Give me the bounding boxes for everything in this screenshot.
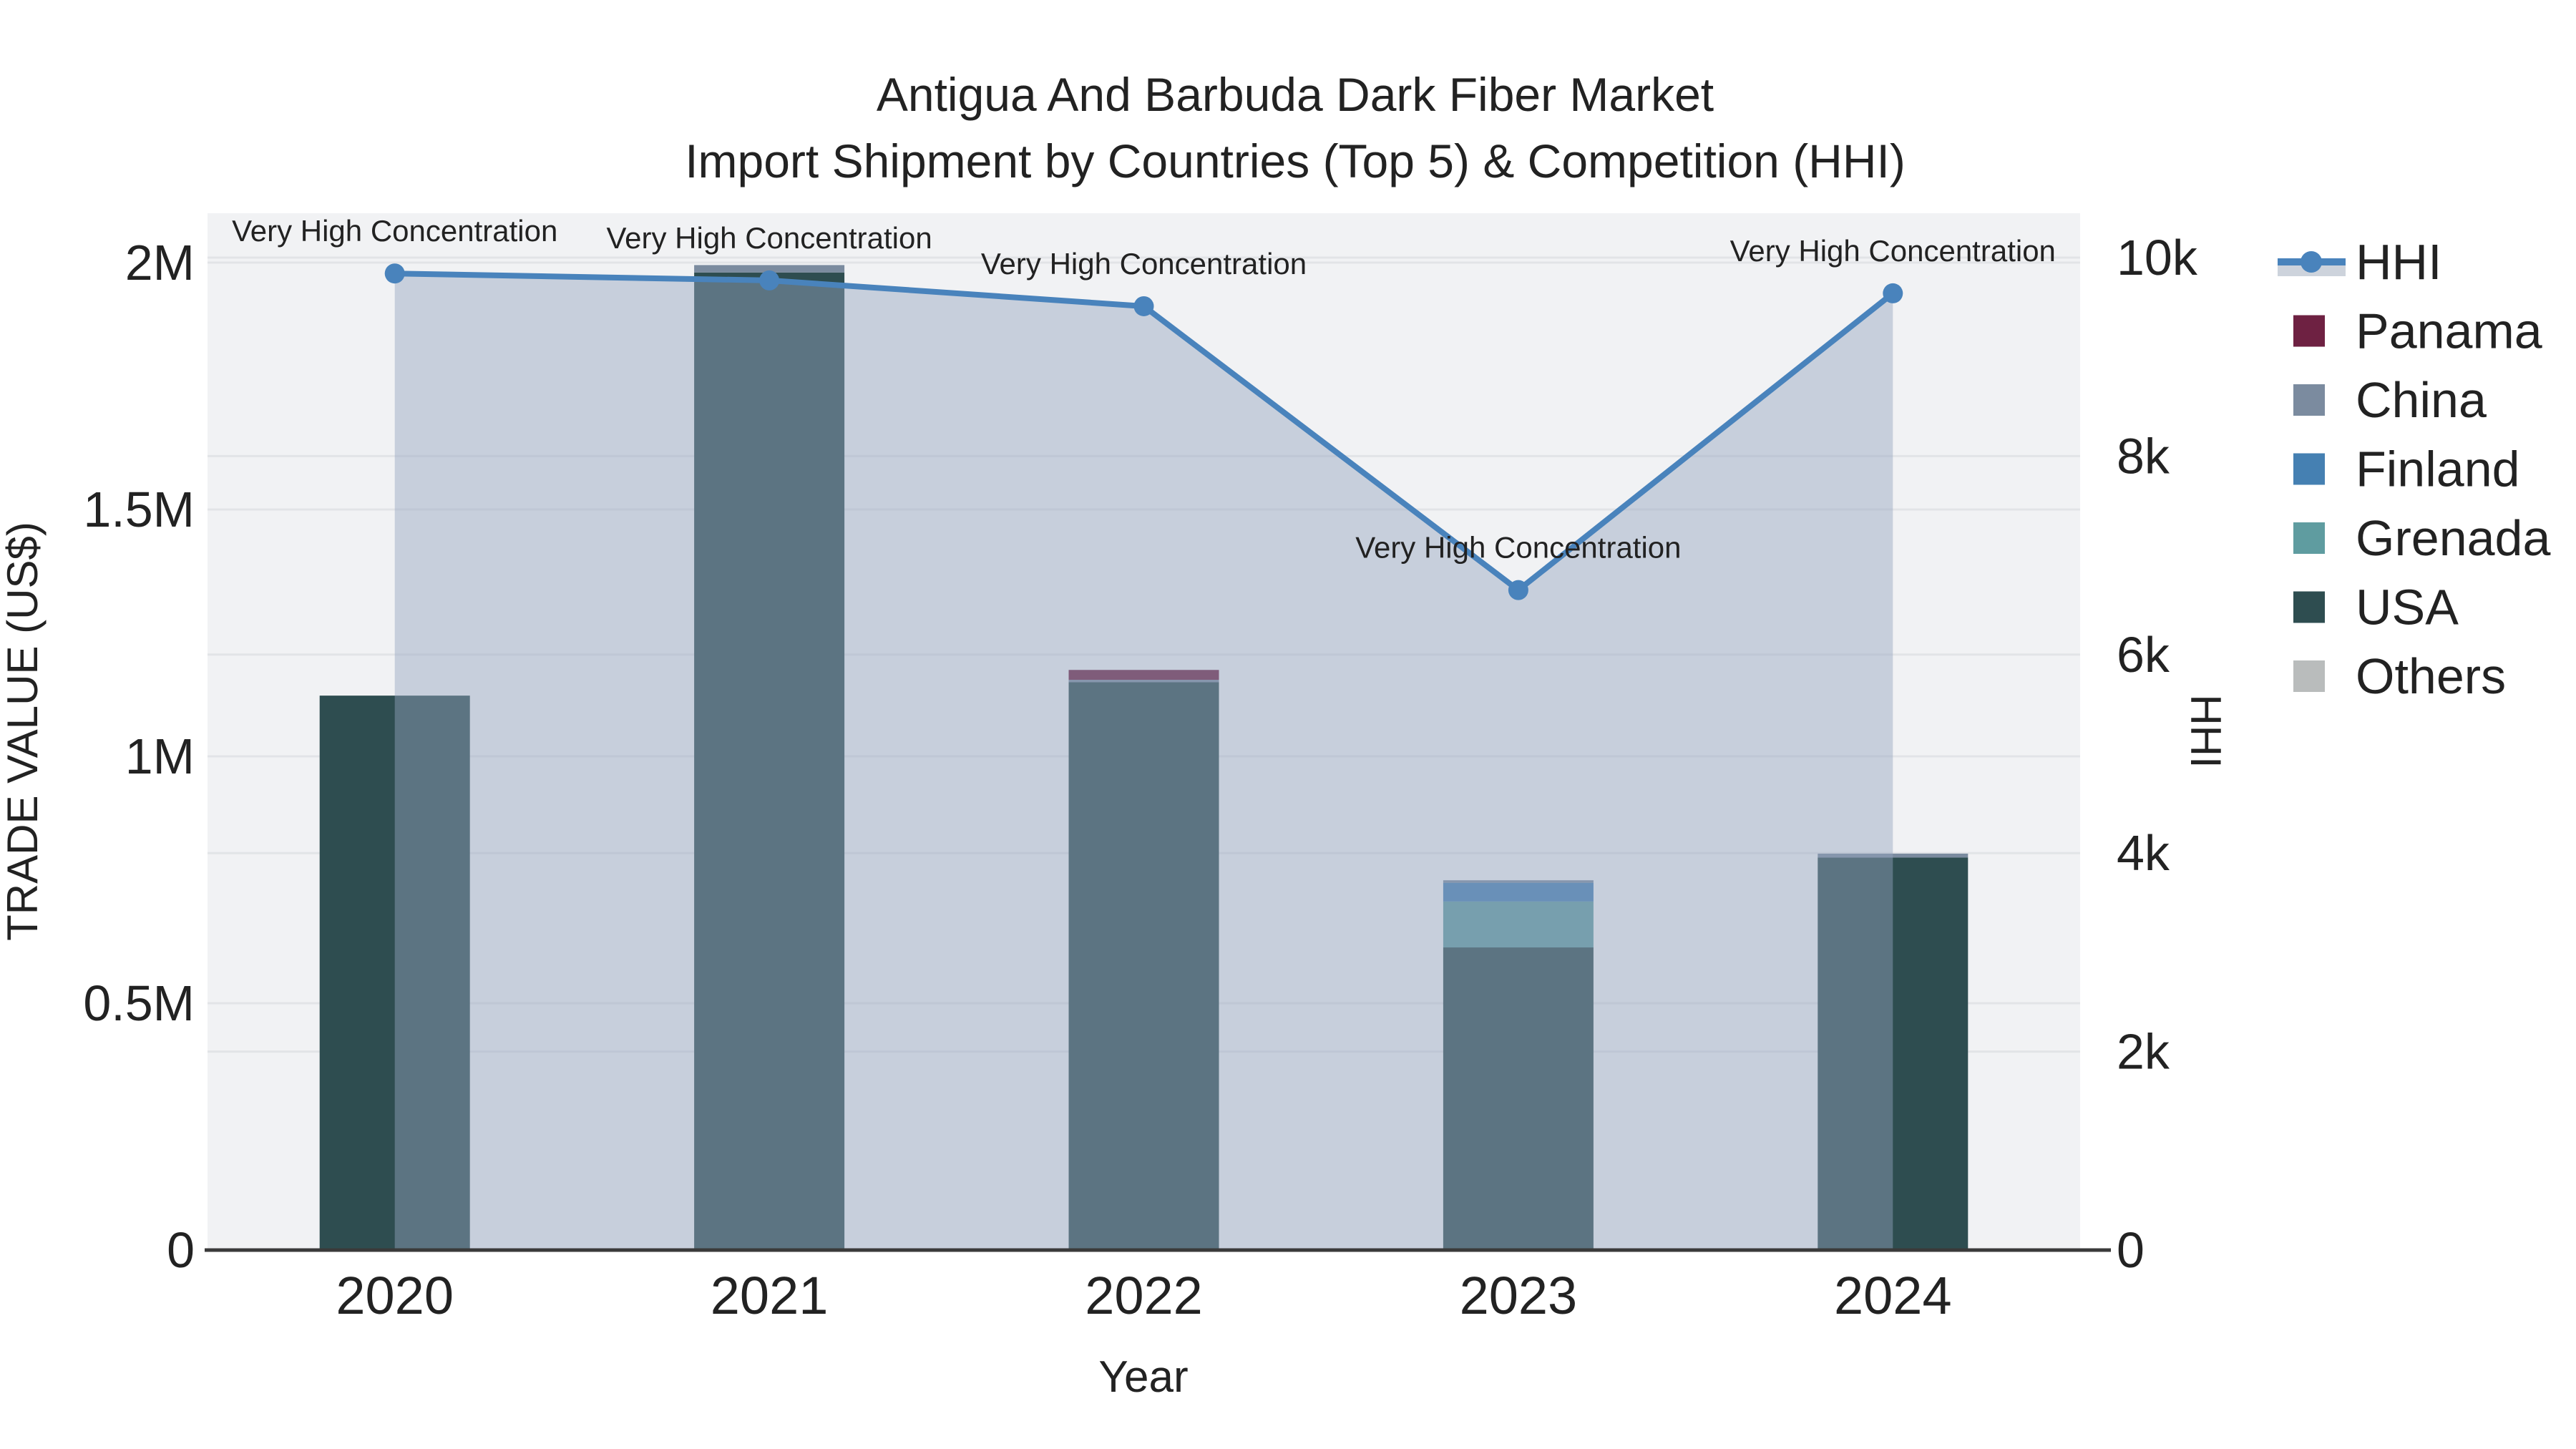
y-left-tick-label: 2M — [125, 235, 195, 291]
y-right-tick-label: 8k — [2117, 428, 2170, 484]
hhi-marker — [759, 270, 780, 291]
legend-swatch-china — [2293, 384, 2325, 416]
annotation-label: Very High Concentration — [606, 221, 932, 255]
hhi-marker — [1883, 283, 1903, 303]
bar-segment-usa — [1443, 947, 1594, 1250]
legend-swatch-panama — [2293, 315, 2325, 347]
y-right-tick-labels: 0 2k 4k 6k 8k 10k — [2117, 230, 2198, 1278]
y-right-tick-label: 0 — [2117, 1222, 2145, 1278]
y-right-tick-label: 6k — [2117, 627, 2170, 683]
legend-label: Others — [2356, 648, 2506, 704]
legend-label: Grenada — [2356, 510, 2550, 566]
legend-item-hhi[interactable]: HHI — [2278, 234, 2442, 290]
bar-segment-china — [1818, 853, 1968, 858]
legend-label: China — [2356, 372, 2487, 428]
bar-segment-china — [1443, 880, 1594, 883]
bar-segment-usa — [319, 696, 470, 1250]
chart-title-line1: Antigua And Barbuda Dark Fiber Market — [877, 68, 1714, 121]
annotation-label: Very High Concentration — [232, 214, 557, 248]
x-tick-labels: 2020 2021 2022 2023 2024 — [336, 1266, 1951, 1325]
legend-item-grenada[interactable]: Grenada — [2293, 510, 2550, 566]
y-right-tick-label: 4k — [2117, 825, 2170, 881]
annotation-label: Very High Concentration — [981, 247, 1307, 280]
y-left-tick-label: 0 — [167, 1222, 195, 1278]
y-left-tick-labels: 0 0.5M 1M 1.5M 2M — [83, 235, 195, 1278]
annotation-label: Very High Concentration — [1730, 234, 2056, 268]
legend-label: Panama — [2356, 303, 2542, 359]
legend-item-usa[interactable]: USA — [2293, 580, 2459, 635]
annotation-label: Very High Concentration — [1355, 531, 1681, 565]
y-right-tick-label: 2k — [2117, 1024, 2170, 1080]
bar-segment-usa — [1068, 682, 1219, 1250]
legend-item-china[interactable]: China — [2293, 372, 2487, 428]
legend-group: HHI Panama China Finland Grenada USA Others — [2278, 234, 2550, 704]
x-tick-label: 2022 — [1085, 1266, 1203, 1325]
legend-hhi-marker-swatch — [2301, 251, 2322, 273]
hhi-marker — [384, 263, 405, 284]
legend-label: Finland — [2356, 441, 2520, 497]
legend-swatch-others — [2293, 660, 2325, 692]
y-left-axis-title: TRADE VALUE (US$) — [0, 522, 47, 941]
y-right-axis-title: HHI — [2182, 694, 2230, 768]
bars-group — [319, 265, 1968, 1250]
y-right-tick-label: 10k — [2117, 230, 2198, 286]
legend-label: HHI — [2356, 234, 2442, 290]
y-left-tick-label: 1.5M — [83, 482, 195, 537]
bar-segment-china — [1068, 680, 1219, 683]
hhi-line-group — [384, 263, 1903, 1250]
y-left-tick-label: 0.5M — [83, 975, 195, 1031]
bar-segment-china — [694, 265, 845, 273]
gridlines-group — [208, 256, 2080, 1053]
x-tick-label: 2020 — [336, 1266, 454, 1325]
legend-label: USA — [2356, 580, 2459, 635]
legend-swatch-grenada — [2293, 522, 2325, 554]
legend-swatch-finland — [2293, 453, 2325, 485]
legend-item-panama[interactable]: Panama — [2293, 303, 2542, 359]
y-left-tick-label: 1M — [125, 728, 195, 784]
x-axis-title: Year — [1098, 1352, 1188, 1402]
legend-swatch-usa — [2293, 591, 2325, 623]
annotations-group: Very High Concentration Very High Concent… — [232, 214, 2056, 564]
hhi-marker — [1508, 580, 1528, 600]
x-tick-label: 2021 — [711, 1266, 829, 1325]
bar-segment-usa — [694, 272, 845, 1250]
hhi-marker — [1133, 296, 1154, 316]
x-tick-label: 2024 — [1834, 1266, 1952, 1325]
hhi-area-fill — [394, 273, 1893, 1250]
bar-segment-finland — [1443, 882, 1594, 902]
chart-title-line2: Import Shipment by Countries (Top 5) & C… — [685, 135, 1906, 187]
bar-segment-panama — [1068, 670, 1219, 680]
bar-segment-usa — [1818, 857, 1968, 1250]
x-tick-label: 2023 — [1460, 1266, 1578, 1325]
bar-segment-grenada — [1443, 901, 1594, 948]
legend-item-others[interactable]: Others — [2293, 648, 2506, 704]
legend-item-finland[interactable]: Finland — [2293, 441, 2520, 497]
